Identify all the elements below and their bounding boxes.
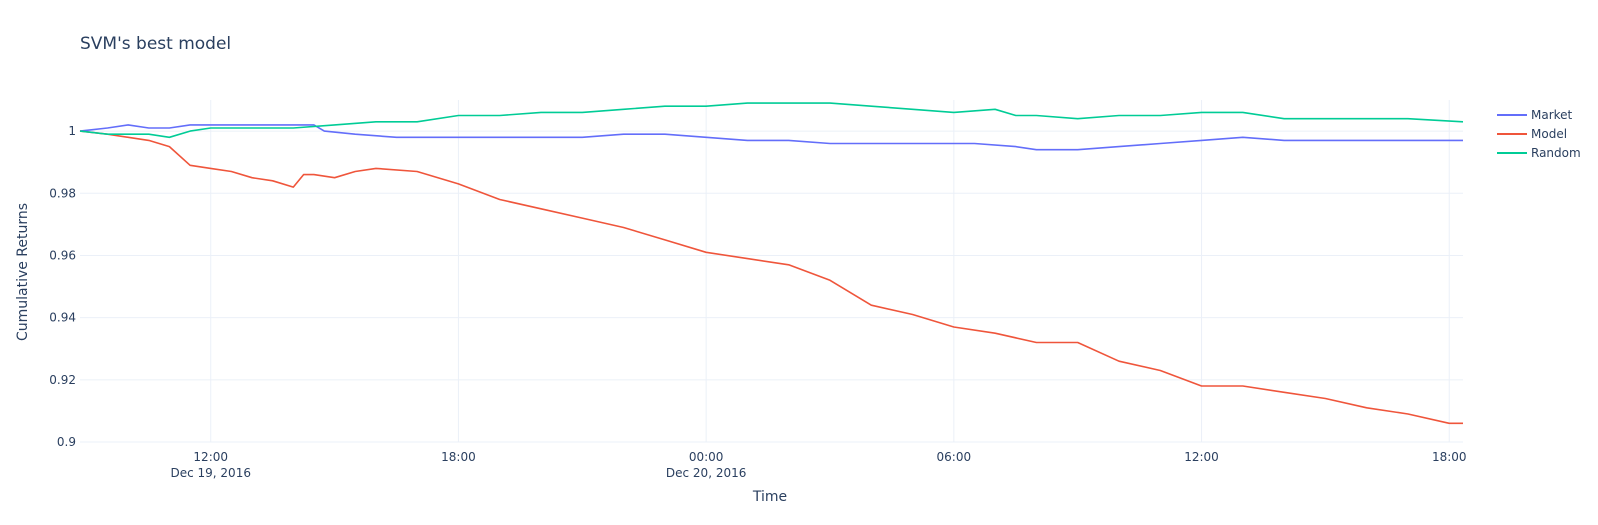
y-tick-label: 0.96 <box>49 248 76 262</box>
x-tick-label: 06:00 <box>937 450 972 464</box>
y-tick-label: 0.92 <box>49 373 76 387</box>
x-tick-sublabel: Dec 20, 2016 <box>666 466 746 480</box>
legend-label: Model <box>1531 127 1567 141</box>
legend-item-market[interactable]: Market <box>1497 108 1573 122</box>
legend-item-model[interactable]: Model <box>1497 127 1567 141</box>
y-axis-title: Cumulative Returns <box>15 203 31 341</box>
legend[interactable]: Market Model Random <box>1497 108 1581 160</box>
chart-title: SVM's best model <box>80 34 231 54</box>
x-tick-sublabel: Dec 19, 2016 <box>170 466 250 480</box>
x-tick-label: 18:00 <box>441 450 476 464</box>
x-axis-title: Time <box>752 489 787 505</box>
series-lines <box>79 102 1464 425</box>
x-tick-label: 12:00 <box>193 450 228 464</box>
x-tick-label: 12:00 <box>1184 450 1219 464</box>
x-tick-label: 18:00 <box>1432 450 1467 464</box>
series-line-random <box>79 102 1464 139</box>
series-line-model <box>79 130 1463 425</box>
y-tick-label: 0.98 <box>49 186 76 200</box>
x-axis-ticks: 12:00 Dec 19, 2016 18:00 00:00 Dec 20, 2016 0… <box>170 450 1466 480</box>
legend-label: Random <box>1531 146 1581 160</box>
y-tick-label: 0.9 <box>57 435 76 449</box>
legend-item-random[interactable]: Random <box>1497 146 1581 160</box>
grid <box>80 100 1463 443</box>
y-tick-label: 0.94 <box>49 311 76 325</box>
x-tick-label: 00:00 <box>689 450 724 464</box>
y-tick-label: 1 <box>68 124 76 138</box>
series-line-market <box>79 124 1463 151</box>
legend-label: Market <box>1531 108 1573 122</box>
y-axis-ticks: 0.9 0.92 0.94 0.96 0.98 1 <box>49 124 76 449</box>
